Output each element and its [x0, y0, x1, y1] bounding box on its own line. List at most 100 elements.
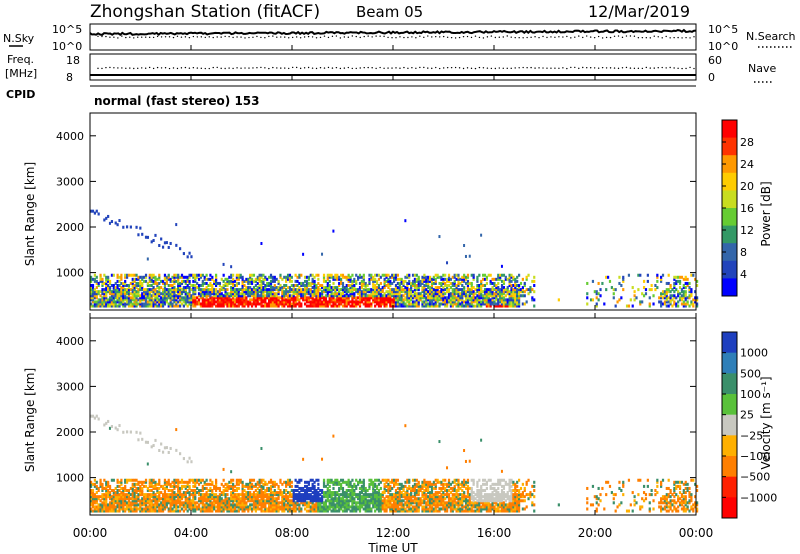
- data-cell: [502, 288, 506, 292]
- data-cell: [330, 304, 333, 308]
- data-cell: [321, 300, 324, 304]
- data-cell: [442, 300, 445, 304]
- data-cell: [192, 489, 195, 493]
- data-cell: [326, 304, 329, 308]
- data-cell: [266, 277, 269, 281]
- data-cell: [358, 281, 362, 285]
- data-cell: [125, 300, 129, 304]
- data-cell: [188, 296, 191, 300]
- data-cell: [205, 288, 208, 292]
- data-cell: [487, 300, 490, 304]
- data-cell: [173, 286, 176, 290]
- data-cell: [194, 497, 197, 501]
- data-cell: [502, 279, 506, 283]
- data-cell: [489, 300, 492, 304]
- data-cell: [459, 304, 462, 308]
- data-cell: [680, 302, 684, 306]
- data-cell: [188, 480, 191, 484]
- data-cell: [173, 491, 176, 495]
- data-cell: [288, 277, 292, 281]
- data-cell: [127, 499, 131, 503]
- data-cell: [105, 290, 108, 294]
- nsearch-dot: [419, 35, 421, 37]
- data-cell: [427, 281, 430, 285]
- data-cell: [260, 480, 263, 484]
- data-cell: [332, 505, 335, 509]
- data-cell: [218, 509, 221, 513]
- data-cell: [173, 486, 176, 490]
- data-cell: [391, 302, 394, 306]
- data-cell: [186, 503, 189, 507]
- data-cell: [290, 499, 293, 503]
- data-cell: [269, 507, 273, 511]
- data-cell: [417, 288, 420, 292]
- data-cell: [124, 499, 127, 503]
- data-cell: [296, 296, 299, 300]
- data-cell: [146, 507, 150, 511]
- data-cell: [336, 503, 339, 507]
- data-cell: [158, 493, 161, 497]
- data-cell: [315, 499, 318, 503]
- data-cell: [493, 302, 496, 306]
- data-cell: [165, 298, 168, 302]
- data-cell: [110, 302, 114, 306]
- data-cell: [283, 302, 286, 306]
- data-cell: [675, 296, 678, 300]
- data-cell: [203, 304, 206, 308]
- data-cell: [313, 304, 316, 308]
- data-cell: [512, 288, 515, 292]
- data-cell: [393, 296, 396, 300]
- data-cell: [690, 292, 693, 296]
- data-cell: [230, 503, 233, 507]
- data-cell: [493, 300, 496, 304]
- data-cell: [463, 273, 466, 277]
- data-cell: [353, 484, 356, 488]
- data-cell: [188, 286, 191, 290]
- data-cell: [120, 495, 123, 499]
- nsearch-dot: [554, 36, 556, 38]
- data-cell: [260, 509, 263, 513]
- data-cell: [277, 290, 280, 294]
- data-cell: [131, 495, 134, 499]
- nsearch-dot: [589, 36, 592, 38]
- data-cell: [160, 292, 163, 296]
- data-cell: [188, 294, 191, 298]
- data-cell: [107, 509, 110, 513]
- data-cell: [461, 292, 464, 296]
- data-cell: [144, 304, 148, 308]
- data-cell: [230, 290, 233, 294]
- data-cell: [334, 499, 337, 503]
- data-cell: [404, 302, 407, 306]
- data-cell: [103, 503, 106, 507]
- data-cell: [152, 491, 155, 495]
- data-cell: [239, 292, 242, 296]
- data-cell: [203, 497, 206, 501]
- data-cell: [461, 298, 464, 302]
- data-cell: [160, 302, 163, 306]
- data-cell: [184, 281, 187, 285]
- data-cell: [396, 281, 399, 285]
- data-cell: [268, 275, 271, 279]
- data-cell: [517, 290, 521, 294]
- data-cell: [589, 298, 593, 302]
- data-cell: [235, 277, 239, 281]
- data-cell: [197, 478, 201, 482]
- data-cell: [281, 300, 284, 304]
- data-cell: [326, 478, 329, 482]
- data-cell: [114, 286, 117, 290]
- data-cell: [279, 480, 282, 484]
- data-cell: [355, 281, 358, 285]
- data-cell: [338, 304, 341, 308]
- data-cell: [218, 499, 221, 503]
- data-cell: [383, 277, 386, 281]
- data-cell: [154, 298, 157, 302]
- data-cell: [150, 478, 153, 482]
- data-cell: [411, 273, 415, 277]
- data-cell: [315, 286, 318, 290]
- data-cell: [90, 499, 93, 503]
- data-cell: [334, 482, 337, 486]
- data-cell: [262, 493, 265, 497]
- data-cell: [506, 290, 509, 294]
- data-cell: [383, 304, 386, 308]
- data-cell: [192, 503, 195, 507]
